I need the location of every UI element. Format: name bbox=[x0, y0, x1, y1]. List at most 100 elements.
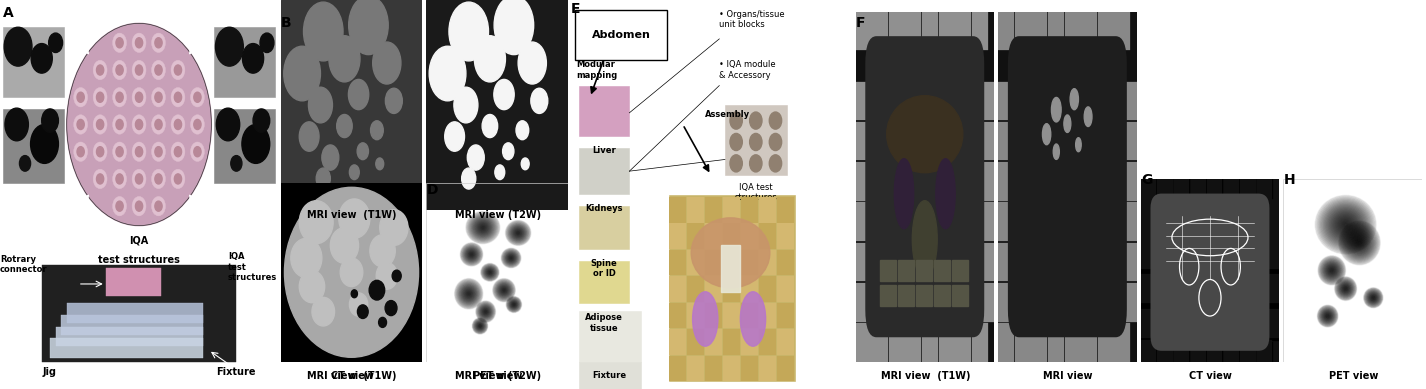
Bar bbox=[856, 122, 871, 160]
Bar bbox=[50, 338, 202, 358]
Bar bbox=[955, 12, 971, 50]
Ellipse shape bbox=[1353, 236, 1366, 250]
Bar bbox=[1174, 179, 1189, 201]
Bar bbox=[955, 323, 971, 362]
Ellipse shape bbox=[1346, 229, 1373, 257]
Ellipse shape bbox=[469, 214, 498, 241]
Ellipse shape bbox=[1348, 230, 1372, 256]
Text: MRI view (T2W): MRI view (T2W) bbox=[455, 371, 540, 381]
Ellipse shape bbox=[1323, 261, 1340, 279]
Bar bbox=[669, 194, 796, 381]
Bar bbox=[669, 356, 686, 381]
Ellipse shape bbox=[466, 291, 471, 296]
Bar bbox=[1114, 12, 1131, 50]
Ellipse shape bbox=[1369, 294, 1378, 302]
Circle shape bbox=[730, 112, 743, 129]
Ellipse shape bbox=[284, 187, 419, 357]
Ellipse shape bbox=[461, 286, 476, 302]
Bar bbox=[740, 276, 759, 302]
Ellipse shape bbox=[1342, 285, 1349, 292]
Ellipse shape bbox=[502, 288, 506, 293]
Text: Adipose
tissue: Adipose tissue bbox=[585, 313, 623, 333]
Circle shape bbox=[155, 119, 163, 130]
Bar bbox=[978, 162, 994, 201]
Circle shape bbox=[67, 23, 211, 226]
Ellipse shape bbox=[1343, 286, 1348, 291]
Circle shape bbox=[174, 174, 181, 184]
Ellipse shape bbox=[505, 252, 518, 264]
Circle shape bbox=[349, 165, 359, 180]
Bar bbox=[953, 260, 968, 281]
Bar bbox=[579, 261, 629, 303]
Ellipse shape bbox=[1339, 221, 1380, 265]
Bar bbox=[669, 276, 686, 302]
Ellipse shape bbox=[1365, 289, 1382, 307]
Bar bbox=[1015, 323, 1031, 362]
Bar bbox=[3, 27, 64, 97]
Bar bbox=[1263, 321, 1279, 341]
Circle shape bbox=[495, 165, 505, 180]
Ellipse shape bbox=[1319, 257, 1345, 284]
Bar bbox=[1141, 239, 1156, 268]
Ellipse shape bbox=[1370, 294, 1376, 301]
Ellipse shape bbox=[512, 303, 515, 306]
Ellipse shape bbox=[486, 269, 493, 275]
Ellipse shape bbox=[1329, 268, 1335, 273]
Ellipse shape bbox=[476, 323, 483, 329]
Ellipse shape bbox=[1325, 263, 1339, 278]
Ellipse shape bbox=[503, 250, 519, 266]
Bar bbox=[579, 86, 629, 136]
Circle shape bbox=[113, 169, 127, 189]
Circle shape bbox=[191, 115, 204, 134]
Ellipse shape bbox=[483, 266, 496, 279]
Ellipse shape bbox=[475, 321, 485, 331]
Bar bbox=[1141, 179, 1156, 199]
Text: PET view: PET view bbox=[473, 371, 522, 381]
Circle shape bbox=[171, 142, 185, 161]
Ellipse shape bbox=[1342, 285, 1349, 293]
Bar bbox=[704, 276, 722, 302]
Bar bbox=[777, 197, 794, 223]
Circle shape bbox=[174, 65, 181, 75]
Circle shape bbox=[174, 92, 181, 102]
Bar bbox=[856, 243, 871, 281]
Ellipse shape bbox=[468, 251, 475, 258]
Circle shape bbox=[171, 115, 185, 134]
FancyBboxPatch shape bbox=[1008, 36, 1127, 337]
Ellipse shape bbox=[479, 325, 481, 327]
Ellipse shape bbox=[1340, 220, 1350, 230]
Text: E: E bbox=[570, 2, 580, 16]
Ellipse shape bbox=[1338, 280, 1353, 297]
Bar bbox=[1263, 239, 1279, 268]
Bar bbox=[579, 206, 629, 249]
Bar bbox=[777, 356, 794, 381]
Circle shape bbox=[341, 258, 362, 287]
Ellipse shape bbox=[1343, 287, 1348, 291]
Bar bbox=[1263, 205, 1279, 234]
Ellipse shape bbox=[1326, 206, 1365, 244]
Bar bbox=[1121, 162, 1137, 201]
Ellipse shape bbox=[486, 268, 493, 276]
Ellipse shape bbox=[1319, 258, 1343, 283]
Ellipse shape bbox=[1370, 294, 1378, 301]
Ellipse shape bbox=[482, 307, 489, 316]
Ellipse shape bbox=[496, 283, 512, 298]
Bar bbox=[723, 276, 740, 302]
Text: A: A bbox=[3, 6, 13, 20]
Circle shape bbox=[252, 109, 270, 132]
Bar bbox=[856, 323, 871, 362]
Ellipse shape bbox=[1326, 265, 1338, 276]
Ellipse shape bbox=[512, 302, 516, 307]
Bar bbox=[704, 223, 722, 249]
Bar bbox=[856, 283, 871, 321]
Bar bbox=[978, 122, 994, 160]
Circle shape bbox=[151, 115, 165, 134]
Ellipse shape bbox=[515, 230, 522, 236]
Ellipse shape bbox=[935, 159, 955, 229]
Text: MRI view: MRI view bbox=[1044, 371, 1092, 381]
Ellipse shape bbox=[476, 301, 496, 322]
Circle shape bbox=[349, 293, 368, 316]
Circle shape bbox=[20, 156, 30, 171]
Bar bbox=[740, 250, 759, 275]
Circle shape bbox=[135, 147, 143, 157]
